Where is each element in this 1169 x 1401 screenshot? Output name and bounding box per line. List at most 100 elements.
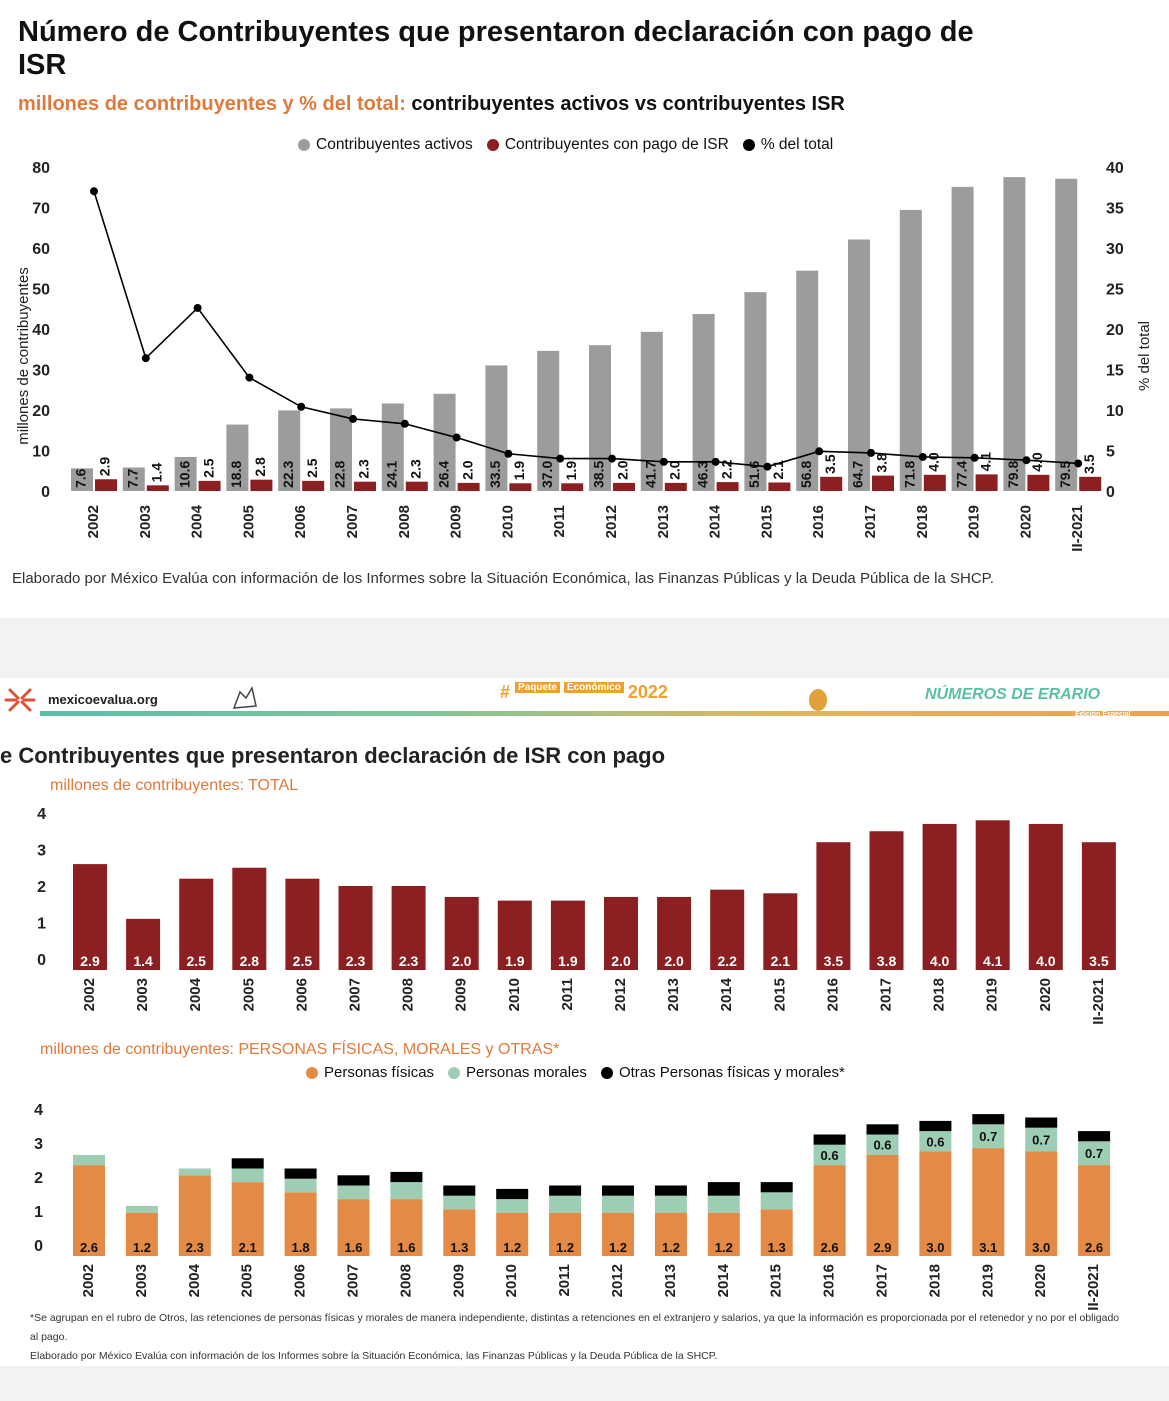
chart2-year-label: 2002 [81, 978, 98, 1011]
chart2-year-label: 2020 [1037, 978, 1054, 1011]
isr-bar-label: 2.5 [200, 458, 216, 478]
morales-bar [73, 1155, 105, 1165]
morales-bar-label: 0.7 [979, 1129, 997, 1144]
isr-bar [872, 476, 894, 491]
chart3-year-label: 2005 [239, 1264, 256, 1297]
activos-bar-label: 18.8 [228, 461, 244, 488]
otras-bar [867, 1124, 899, 1134]
total-bar [1082, 842, 1116, 970]
isr-bar [561, 483, 583, 491]
morales-bar [602, 1196, 634, 1213]
chart3-year-label: 2012 [609, 1264, 626, 1297]
left-axis-tick: 80 [32, 160, 50, 177]
right-axis-tick: 5 [1106, 444, 1115, 461]
isr-bar-label: 2.3 [356, 459, 372, 479]
fisicas-bar-label: 1.2 [715, 1240, 733, 1255]
total-bar-label: 1.9 [505, 953, 525, 969]
chart3-year-label: 2013 [662, 1264, 679, 1297]
activos-bar-label: 79.8 [1005, 461, 1021, 488]
pct-point [712, 458, 720, 466]
morales-bar-label: 0.6 [926, 1134, 944, 1149]
fisicas-bar-label: 2.6 [821, 1240, 839, 1255]
otras-bar [285, 1169, 317, 1179]
isr-bar [820, 477, 842, 491]
chart1-year-label: 2019 [966, 505, 983, 538]
morales-bar-label: 0.7 [1085, 1146, 1103, 1161]
pct-point [504, 450, 512, 458]
activos-bar-label: 22.3 [280, 461, 296, 488]
morales-bar [761, 1192, 793, 1209]
chart1-ylabel-right: % del total [1136, 321, 1153, 391]
chart1-year-label: 2020 [1017, 505, 1034, 538]
chart1-ylabel-left: millones de contribuyentes [15, 267, 32, 445]
total-bar [1029, 824, 1063, 970]
otras-bar [761, 1182, 793, 1192]
morales-bar [232, 1169, 264, 1183]
isr-bar-label: 1.9 [563, 461, 579, 481]
otras-bar [338, 1175, 370, 1185]
chart2-axis-tick: 4 [37, 806, 46, 823]
isr-bar-label: 4.0 [926, 452, 942, 472]
activos-bar [952, 187, 974, 491]
chart3-year-label: 2006 [292, 1264, 309, 1297]
chart3-year-label: II-2021 [1085, 1264, 1102, 1311]
chart3-axis-tick: 1 [34, 1204, 43, 1221]
right-axis-tick: 30 [1106, 241, 1124, 258]
left-axis-tick: 40 [32, 322, 50, 339]
fisicas-bar-label: 2.9 [873, 1240, 891, 1255]
chart2-year-label: 2014 [718, 977, 735, 1011]
chart1-year-label: 2013 [655, 505, 672, 538]
pct-point [297, 403, 305, 411]
fisicas-bar-label: 3.0 [926, 1240, 944, 1255]
chart2-year-label: 2004 [187, 977, 204, 1011]
otras-bar [602, 1186, 634, 1196]
otras-bar [1078, 1131, 1110, 1141]
isr-bar [613, 483, 635, 491]
pct-point [919, 453, 927, 461]
activos-bar-label: 38.5 [591, 461, 607, 488]
chart3-year-label: 2016 [821, 1264, 838, 1297]
chart1-year-label: 2016 [810, 505, 827, 538]
otras-bar [655, 1186, 687, 1196]
isr-bar-label: 3.8 [874, 453, 890, 473]
activos-bar-label: 64.7 [850, 461, 866, 488]
chart3-year-label: 2002 [80, 1264, 97, 1297]
isr-bar [250, 480, 272, 491]
isr-bar [924, 475, 946, 491]
activos-bar-label: 41.7 [643, 461, 659, 488]
activos-bar-label: 33.5 [487, 461, 503, 488]
pct-point [1022, 456, 1030, 464]
otras-bar [232, 1158, 264, 1168]
fisicas-bar-label: 1.6 [344, 1240, 362, 1255]
activos-bar-label: 7.6 [73, 468, 89, 488]
chart3-axis-tick: 2 [34, 1170, 43, 1187]
chart2-axis-tick: 0 [37, 952, 46, 969]
chart2-year-label: 2018 [931, 978, 948, 1011]
fisicas-bar-label: 1.3 [450, 1240, 468, 1255]
left-axis-tick: 10 [32, 444, 50, 461]
pct-point [660, 458, 668, 466]
chart3-axis-tick: 3 [34, 1136, 43, 1153]
chart3-year-label: 2015 [768, 1264, 785, 1297]
morales-bar-label: 0.6 [821, 1148, 839, 1163]
activos-bar-label: 37.0 [539, 461, 555, 488]
right-axis-tick: 35 [1106, 201, 1124, 218]
chart2-axis-tick: 2 [37, 879, 46, 896]
morales-bar [496, 1199, 528, 1213]
right-axis-tick: 0 [1106, 484, 1115, 501]
chart2-axis-tick: 3 [37, 843, 46, 860]
isr-bar-label: 1.9 [511, 461, 527, 481]
chart3-year-label: 2007 [344, 1264, 361, 1297]
fisicas-bar-label: 1.2 [662, 1240, 680, 1255]
chart3-year-label: 2020 [1032, 1264, 1049, 1297]
total-bar-label: 3.5 [824, 953, 844, 969]
fisicas-bar-label: 2.1 [239, 1240, 257, 1255]
morales-bar-label: 0.6 [873, 1138, 891, 1153]
chart2-year-label: 2013 [665, 978, 682, 1011]
isr-bar-label: 2.5 [304, 458, 320, 478]
chart2-year-label: 2003 [134, 978, 151, 1011]
chart3-year-label: 2004 [186, 1263, 203, 1297]
chart3-year-label: 2009 [450, 1264, 467, 1297]
chart1-year-label: 2007 [344, 505, 361, 538]
total-bar-label: 4.1 [983, 953, 1003, 969]
